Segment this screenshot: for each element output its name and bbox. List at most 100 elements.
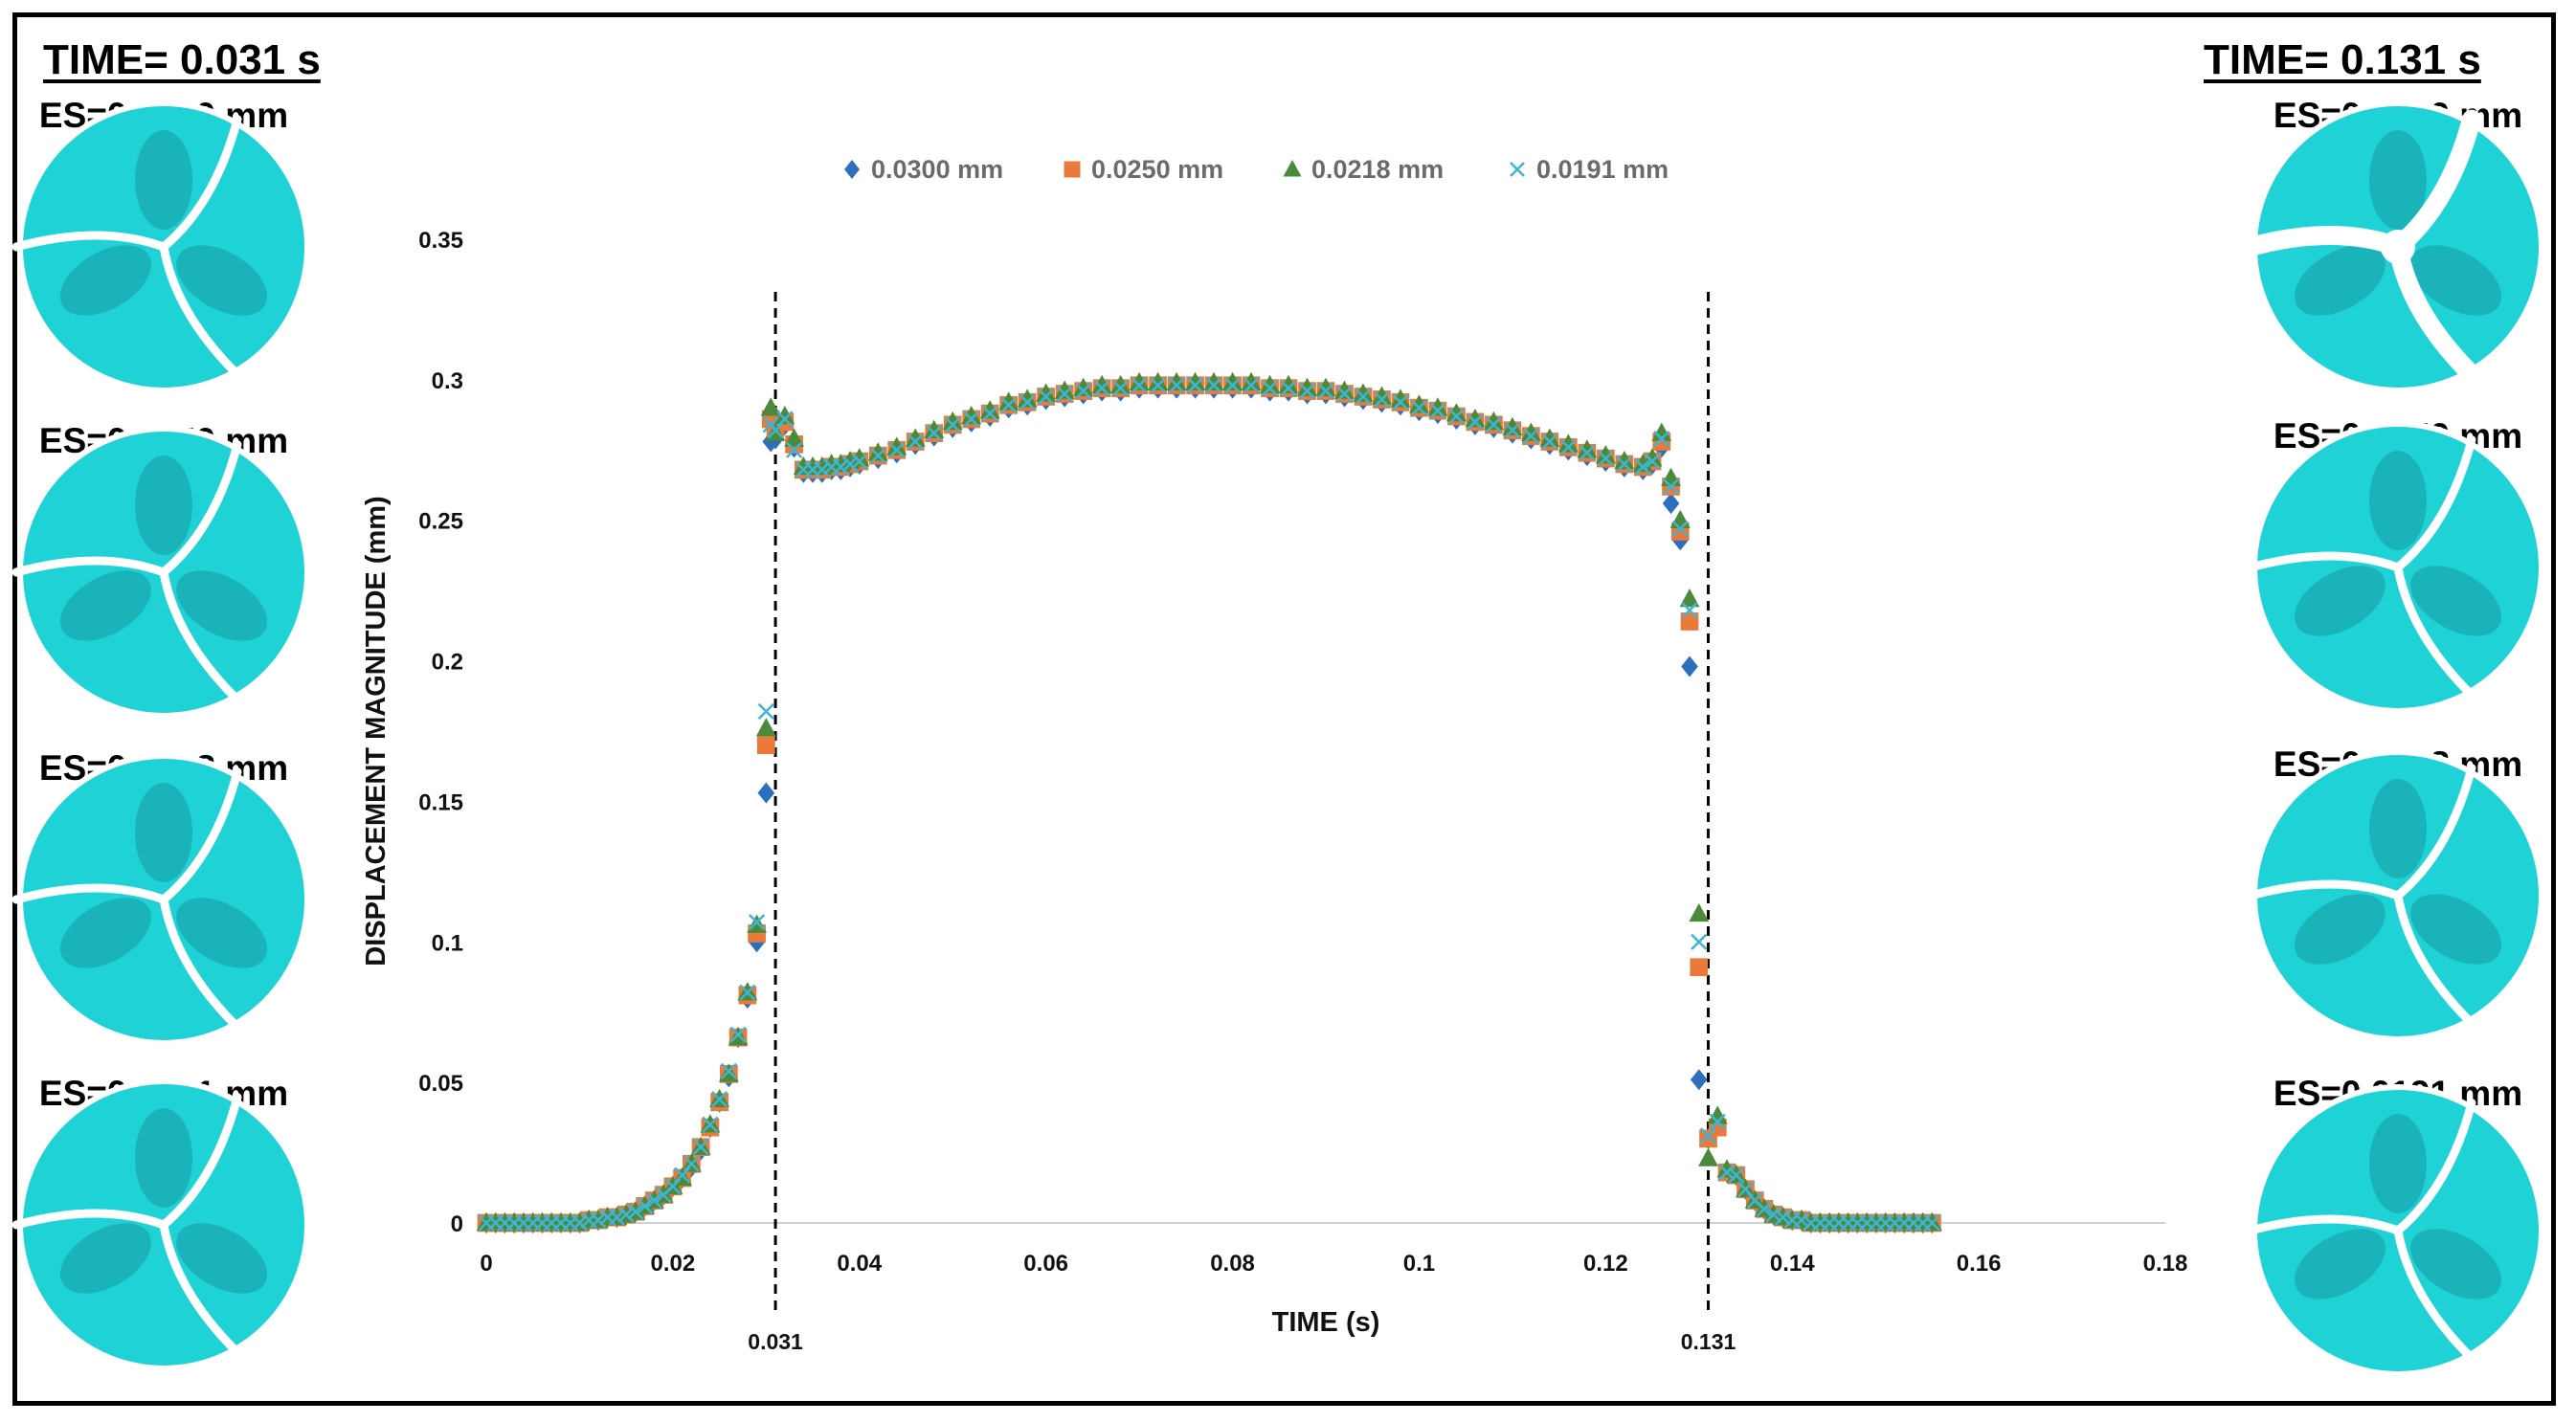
leaflet-shade	[176, 570, 268, 641]
valve-rim	[17, 100, 310, 393]
data-point	[702, 1116, 719, 1133]
data-point	[571, 1214, 589, 1232]
data-point	[1017, 389, 1038, 408]
data-point	[1679, 588, 1700, 608]
data-point	[1168, 377, 1185, 394]
data-point	[1073, 377, 1094, 396]
valve-rim	[17, 1078, 310, 1371]
commissure-gap	[159, 895, 242, 1032]
data-point	[1736, 1181, 1755, 1198]
orifice	[2381, 230, 2415, 264]
data-point	[756, 736, 775, 755]
leaflet-shade	[2369, 130, 2427, 230]
data-point	[1504, 422, 1521, 439]
valve-rim	[2251, 1084, 2544, 1377]
data-point	[1000, 396, 1018, 413]
x-tick-label: 0.14	[1770, 1251, 1815, 1277]
data-point	[1112, 380, 1130, 397]
data-point	[1166, 371, 1187, 391]
leaflet-shade	[135, 783, 192, 882]
data-point	[1317, 383, 1334, 400]
data-point	[1038, 388, 1055, 406]
y-tick-label: 0.1	[432, 930, 463, 956]
data-point	[1315, 377, 1336, 396]
data-point	[617, 1206, 635, 1223]
commissure-gap	[11, 883, 168, 904]
data-point	[1644, 453, 1661, 470]
data-point	[1353, 383, 1374, 402]
leaflet-shade	[2410, 894, 2502, 965]
data-point	[1205, 377, 1222, 394]
leaflet-shade	[59, 570, 151, 641]
data-point	[907, 433, 924, 451]
legend-label-4: 0.0191 mm	[1536, 155, 1669, 184]
data-point	[1445, 403, 1467, 422]
valve-image-2	[11, 426, 310, 719]
valve-image-1	[11, 100, 310, 393]
leaflet-shade	[2294, 1229, 2386, 1300]
data-point	[729, 1026, 747, 1043]
commissure-gap	[159, 115, 242, 252]
legend-label-3: 0.0218 mm	[1311, 155, 1444, 184]
data-point	[867, 442, 888, 461]
data-point	[1203, 371, 1224, 391]
data-point	[1707, 1105, 1728, 1124]
leaflet-shade	[59, 898, 151, 968]
data-point	[1334, 380, 1355, 399]
commissure-gap	[11, 556, 168, 577]
data-point	[1373, 390, 1391, 409]
legend-label-2: 0.0250 mm	[1091, 155, 1223, 184]
y-tick-label: 0.25	[418, 509, 463, 535]
commissure-gap	[2246, 1214, 2403, 1235]
data-point	[1427, 397, 1448, 416]
data-point	[755, 718, 776, 737]
data-point	[1520, 422, 1541, 441]
x-tick-label: 0.12	[1583, 1251, 1628, 1277]
data-point	[1260, 374, 1280, 393]
commissure-gap	[2393, 1099, 2476, 1235]
data-point	[1280, 380, 1297, 397]
valve-image-5	[2245, 100, 2544, 393]
commissure-gap	[159, 1093, 242, 1230]
data-point	[924, 419, 945, 438]
x-axis-title: TIME (s)	[1272, 1307, 1380, 1338]
valve-rim	[2251, 421, 2544, 714]
data-point	[760, 397, 781, 416]
data-point	[1129, 371, 1150, 391]
y-tick-label: 0.35	[418, 228, 463, 254]
data-point	[963, 411, 980, 428]
leaflet-shade	[2369, 1114, 2427, 1213]
x-tick-label: 0.02	[651, 1251, 696, 1277]
data-point	[1335, 385, 1354, 403]
x-tick-label: 0.18	[2143, 1251, 2188, 1277]
leaflet-shade	[2294, 566, 2386, 636]
x-tick-label: 0.1	[1403, 1251, 1435, 1277]
data-point	[1093, 380, 1110, 397]
data-point	[1681, 602, 1698, 619]
data-point	[1680, 612, 1699, 631]
data-point	[674, 1166, 691, 1184]
data-point	[1056, 385, 1073, 403]
data-point	[1298, 383, 1316, 400]
data-point	[1036, 383, 1057, 402]
commissure-gap	[2393, 764, 2476, 900]
data-point	[749, 914, 766, 931]
data-point	[774, 406, 795, 425]
data-point	[1614, 451, 1635, 470]
legend-marker-3	[1283, 160, 1302, 177]
figure-frame	[12, 12, 2556, 1406]
data-point	[1243, 377, 1260, 394]
y-tick-label: 0	[451, 1211, 463, 1237]
legend-label-1: 0.0300 mm	[871, 155, 1003, 184]
data-point	[776, 411, 794, 428]
data-point	[1091, 374, 1112, 393]
data-point	[627, 1203, 644, 1220]
data-point	[1150, 377, 1167, 394]
x-tick-label: 0.06	[1023, 1251, 1068, 1277]
leaflet-shade	[2294, 894, 2386, 965]
commissure-gap	[11, 1209, 168, 1230]
valve-image-6	[2246, 421, 2544, 714]
data-point	[1690, 958, 1709, 977]
commissure-gap	[159, 440, 242, 577]
